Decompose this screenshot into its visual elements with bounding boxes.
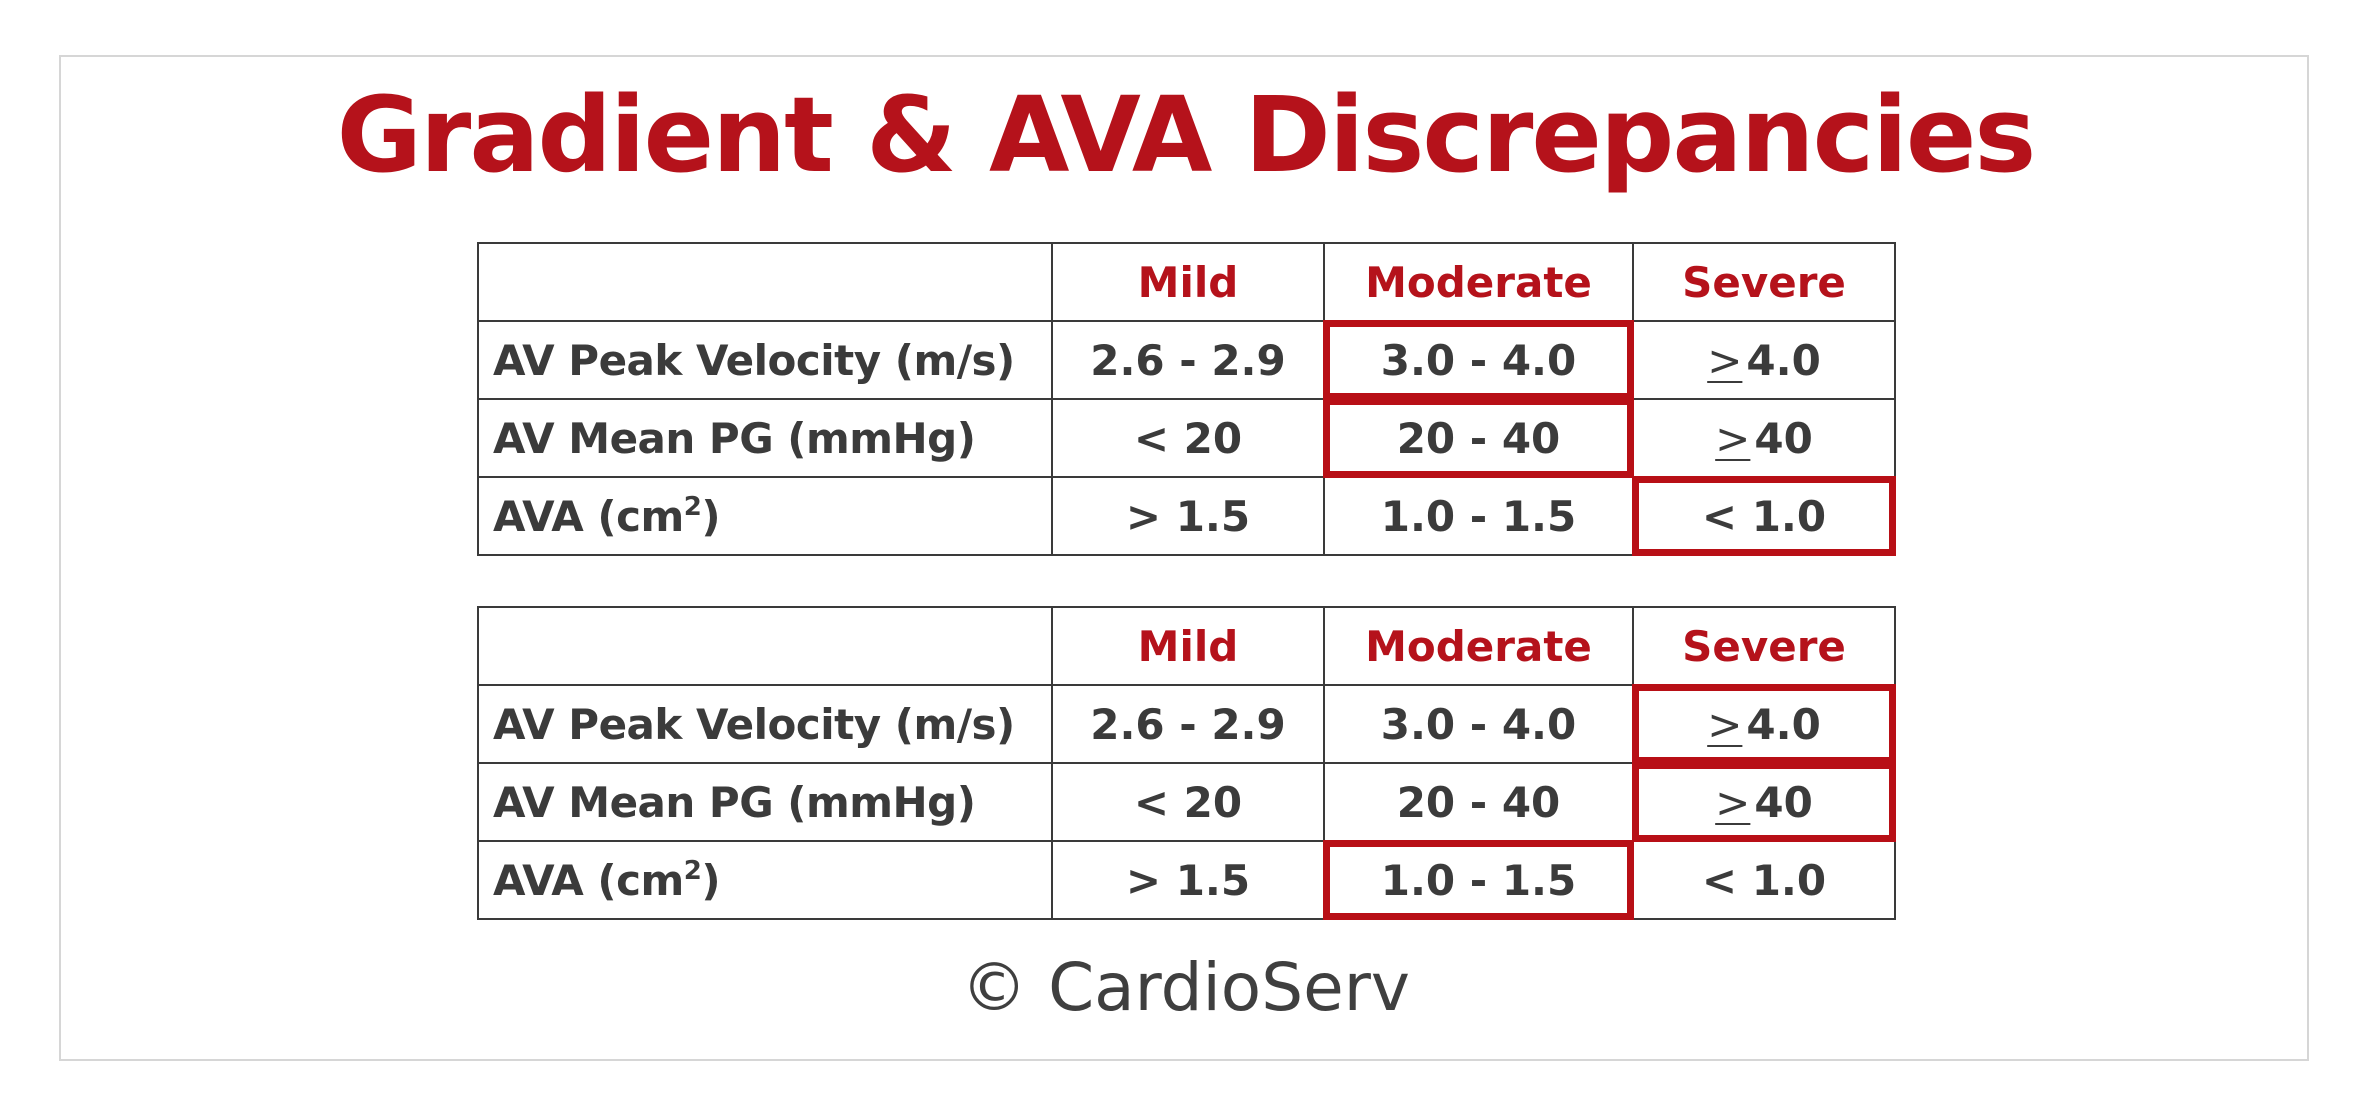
header-mild: Mild (1051, 242, 1325, 322)
greater-equal-symbol: > (1707, 335, 1743, 385)
header-mild: Mild (1051, 606, 1325, 686)
page-title: Gradient & AVA Discrepancies (336, 74, 2037, 196)
row-label-mean-pg: AV Mean PG (mmHg) (477, 398, 1053, 478)
header-severe: Severe (1632, 242, 1896, 322)
row-label-peak-velocity: AV Peak Velocity (m/s) (477, 320, 1053, 400)
cell-severe-highlighted: >4.0 (1632, 684, 1896, 764)
cell-mild: 2.6 - 2.9 (1051, 320, 1325, 400)
cell-severe: >40 (1632, 398, 1896, 478)
table-row: AV Peak Velocity (m/s) 2.6 - 2.9 3.0 - 4… (477, 684, 1896, 764)
cell-mild: < 20 (1051, 762, 1325, 842)
cell-severe-value: 4.0 (1746, 699, 1821, 749)
ava-label-superscript: 2 (683, 855, 702, 886)
cell-severe-value: 4.0 (1746, 335, 1821, 385)
greater-equal-symbol: > (1715, 777, 1751, 827)
ava-label-end: ) (701, 491, 721, 541)
cell-severe-highlighted: < 1.0 (1632, 476, 1896, 556)
cell-moderate-highlighted: 3.0 - 4.0 (1323, 320, 1634, 400)
header-moderate: Moderate (1323, 242, 1634, 322)
cell-moderate: 1.0 - 1.5 (1323, 476, 1634, 556)
cell-mild: < 20 (1051, 398, 1325, 478)
header-empty-cell (477, 242, 1053, 322)
ava-label-superscript: 2 (683, 491, 702, 522)
severity-table-2: Mild Moderate Severe AV Peak Velocity (m… (477, 606, 1896, 920)
cell-severe-value: 40 (1754, 777, 1813, 827)
severity-table-1: Mild Moderate Severe AV Peak Velocity (m… (477, 242, 1896, 556)
row-label-ava: AVA (cm2) (477, 840, 1053, 920)
cell-mild: > 1.5 (1051, 840, 1325, 920)
cell-severe: < 1.0 (1632, 840, 1896, 920)
table-header-row: Mild Moderate Severe (477, 606, 1896, 686)
greater-equal-symbol: > (1715, 413, 1751, 463)
row-label-peak-velocity: AV Peak Velocity (m/s) (477, 684, 1053, 764)
cell-severe: >4.0 (1632, 320, 1896, 400)
table-row: AV Peak Velocity (m/s) 2.6 - 2.9 3.0 - 4… (477, 320, 1896, 400)
cell-moderate-highlighted: 1.0 - 1.5 (1323, 840, 1634, 920)
table-header-row: Mild Moderate Severe (477, 242, 1896, 322)
ava-label-end: ) (701, 855, 721, 905)
row-label-ava: AVA (cm2) (477, 476, 1053, 556)
cell-mild: > 1.5 (1051, 476, 1325, 556)
table-row: AVA (cm2) > 1.5 1.0 - 1.5 < 1.0 (477, 840, 1896, 920)
ava-label-base: AVA (cm (493, 491, 684, 541)
cell-severe-value: 40 (1754, 413, 1813, 463)
cell-moderate: 3.0 - 4.0 (1323, 684, 1634, 764)
table-row: AV Mean PG (mmHg) < 20 20 - 40 >40 (477, 762, 1896, 842)
cell-mild: 2.6 - 2.9 (1051, 684, 1325, 764)
header-severe: Severe (1632, 606, 1896, 686)
table-row: AV Mean PG (mmHg) < 20 20 - 40 >40 (477, 398, 1896, 478)
cell-moderate-highlighted: 20 - 40 (1323, 398, 1634, 478)
cell-severe-highlighted: >40 (1632, 762, 1896, 842)
table-row: AVA (cm2) > 1.5 1.0 - 1.5 < 1.0 (477, 476, 1896, 556)
header-moderate: Moderate (1323, 606, 1634, 686)
copyright-notice: © CardioServ (961, 949, 1410, 1026)
ava-label-base: AVA (cm (493, 855, 684, 905)
header-empty-cell (477, 606, 1053, 686)
greater-equal-symbol: > (1707, 699, 1743, 749)
cell-moderate: 20 - 40 (1323, 762, 1634, 842)
row-label-mean-pg: AV Mean PG (mmHg) (477, 762, 1053, 842)
